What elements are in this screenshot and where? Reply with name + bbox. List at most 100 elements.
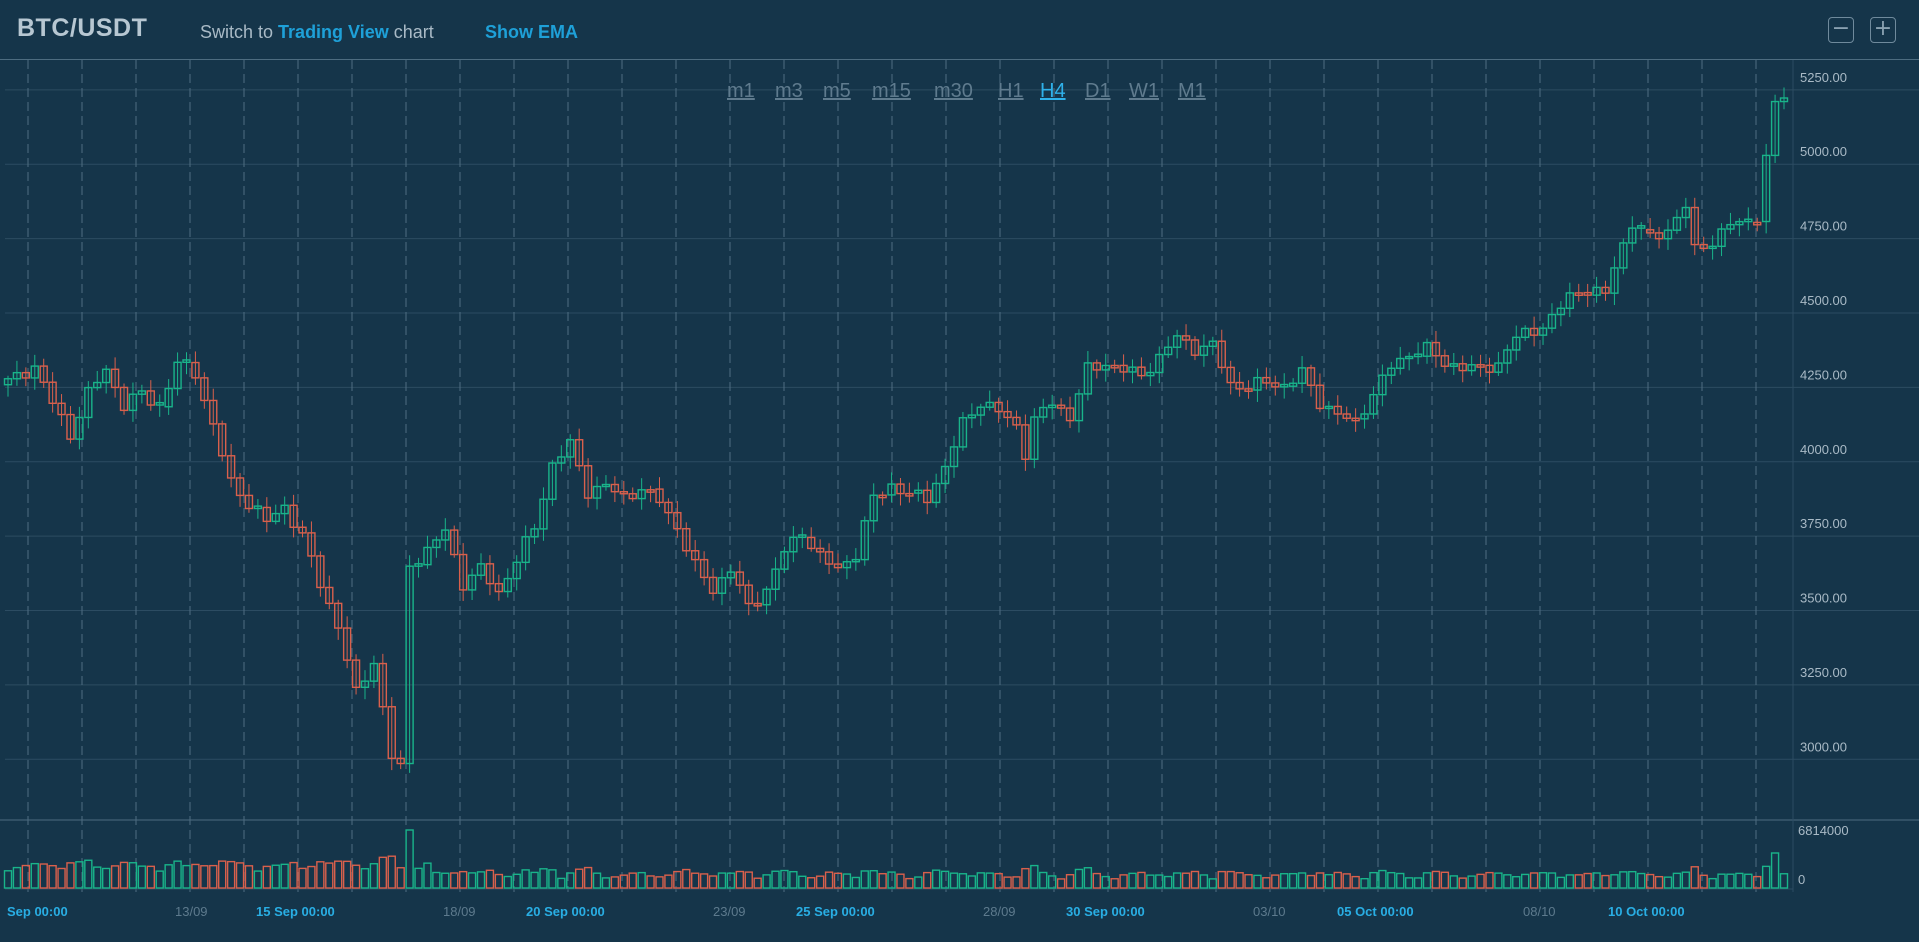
candle-body (173, 361, 182, 390)
timeframe-d1[interactable]: D1 (1085, 80, 1111, 102)
trading-view-link[interactable]: Trading View (278, 22, 389, 42)
timeframe-m5[interactable]: m5 (823, 80, 851, 102)
volume-bar (1672, 872, 1682, 889)
volume-bar (360, 868, 370, 889)
volume-bar (182, 864, 191, 889)
candle-body (101, 368, 111, 384)
candle-body (628, 493, 637, 500)
timeframe-m1[interactable]: m1 (727, 80, 755, 102)
volume-bar (316, 861, 325, 889)
volume-bar (1431, 870, 1441, 889)
volume-bar (164, 864, 173, 889)
candle-body (744, 584, 753, 605)
candle-body (851, 558, 861, 563)
candle-body (494, 582, 504, 593)
candle-body (539, 498, 548, 530)
candle-body (583, 465, 593, 499)
volume-bar (1306, 874, 1316, 889)
candle-body (1699, 243, 1708, 250)
volume-bar (914, 876, 923, 889)
volume-bar (583, 866, 593, 889)
volume-bar (1244, 874, 1253, 889)
candle-body (1628, 227, 1637, 244)
volume-bar (1654, 875, 1664, 889)
volume-bar (869, 870, 878, 889)
volume-bar (923, 871, 932, 889)
candle-body (1369, 393, 1378, 415)
volume-bar (1726, 873, 1735, 889)
candle-body (1413, 353, 1423, 358)
volume-bar (1645, 873, 1655, 889)
candle-body (1529, 327, 1539, 336)
volume-bar (931, 869, 941, 889)
volume-bar (467, 872, 477, 889)
timeframe-h1[interactable]: H1 (998, 80, 1024, 102)
candle-body (1458, 363, 1467, 372)
x-tick-label: 18/09 (443, 904, 476, 919)
candle-body (48, 381, 57, 404)
timeframe-m1[interactable]: M1 (1178, 80, 1206, 102)
candle-body (878, 494, 887, 499)
candle-body (735, 571, 745, 586)
candle-body (1342, 413, 1351, 419)
volume-bar (1253, 874, 1262, 889)
volume-bar (3, 870, 13, 889)
candle-body (12, 371, 22, 380)
volume-bar (1360, 877, 1369, 889)
volume-bar (878, 873, 887, 889)
volume-bar (896, 873, 905, 889)
volume-bar (1190, 870, 1200, 889)
volume-bar (1030, 864, 1039, 889)
volume-zero-label: 0 (1798, 872, 1805, 887)
candle-body (914, 489, 923, 494)
volume-bar (1378, 869, 1387, 889)
timeframe-w1[interactable]: W1 (1129, 80, 1159, 102)
volume-bar (307, 865, 316, 889)
volume-bar (557, 877, 566, 889)
candle-body (164, 387, 173, 408)
candle-body (1056, 404, 1066, 409)
volume-bar (762, 874, 771, 889)
volume-bar (200, 865, 209, 889)
volume-bar (824, 871, 834, 889)
timeframe-m15[interactable]: m15 (872, 80, 911, 102)
candlestick-chart[interactable]: 5250.00 5000.00 4750.00 4500.00 4250.00 4000.… (0, 60, 1919, 942)
volume-bar (378, 856, 388, 889)
candle-body (414, 563, 423, 567)
volume-bar (1101, 875, 1110, 889)
volume-bar (146, 865, 155, 889)
volume-bar (1538, 872, 1548, 889)
candle-body (1538, 327, 1548, 336)
candle-body (1217, 340, 1226, 369)
volume-bar (289, 861, 298, 889)
candle-body (1503, 349, 1512, 364)
candle-body (423, 546, 432, 566)
minus-box-icon[interactable]: − (1828, 17, 1854, 43)
timeframe-m3[interactable]: m3 (775, 80, 803, 102)
candle-body (842, 561, 852, 569)
candle-body (789, 536, 798, 553)
volume-bar (1128, 872, 1137, 889)
candle-body (146, 390, 155, 406)
plus-box-icon[interactable]: + (1870, 17, 1896, 43)
candle-body (833, 563, 843, 569)
timeframe-m30[interactable]: m30 (934, 80, 973, 102)
candle-body (753, 602, 762, 607)
candle-body (798, 534, 807, 539)
show-ema-button[interactable]: Show EMA (485, 22, 578, 42)
volume-bar (655, 876, 664, 889)
candle-body (646, 489, 655, 493)
candle-body (548, 462, 557, 500)
candle-body (360, 680, 370, 689)
volume-bar (539, 868, 548, 889)
candle-body (1155, 353, 1164, 374)
x-tick-label: Sep 00:00 (7, 904, 68, 919)
candle-body (1440, 355, 1450, 367)
volume-bar (1324, 873, 1334, 889)
candle-body (1431, 341, 1441, 357)
volume-bar (21, 864, 31, 889)
volume-bar (842, 873, 852, 889)
volume-bar (1217, 870, 1226, 889)
timeframe-h4[interactable]: H4 (1040, 80, 1066, 102)
volume-bar (512, 873, 521, 889)
